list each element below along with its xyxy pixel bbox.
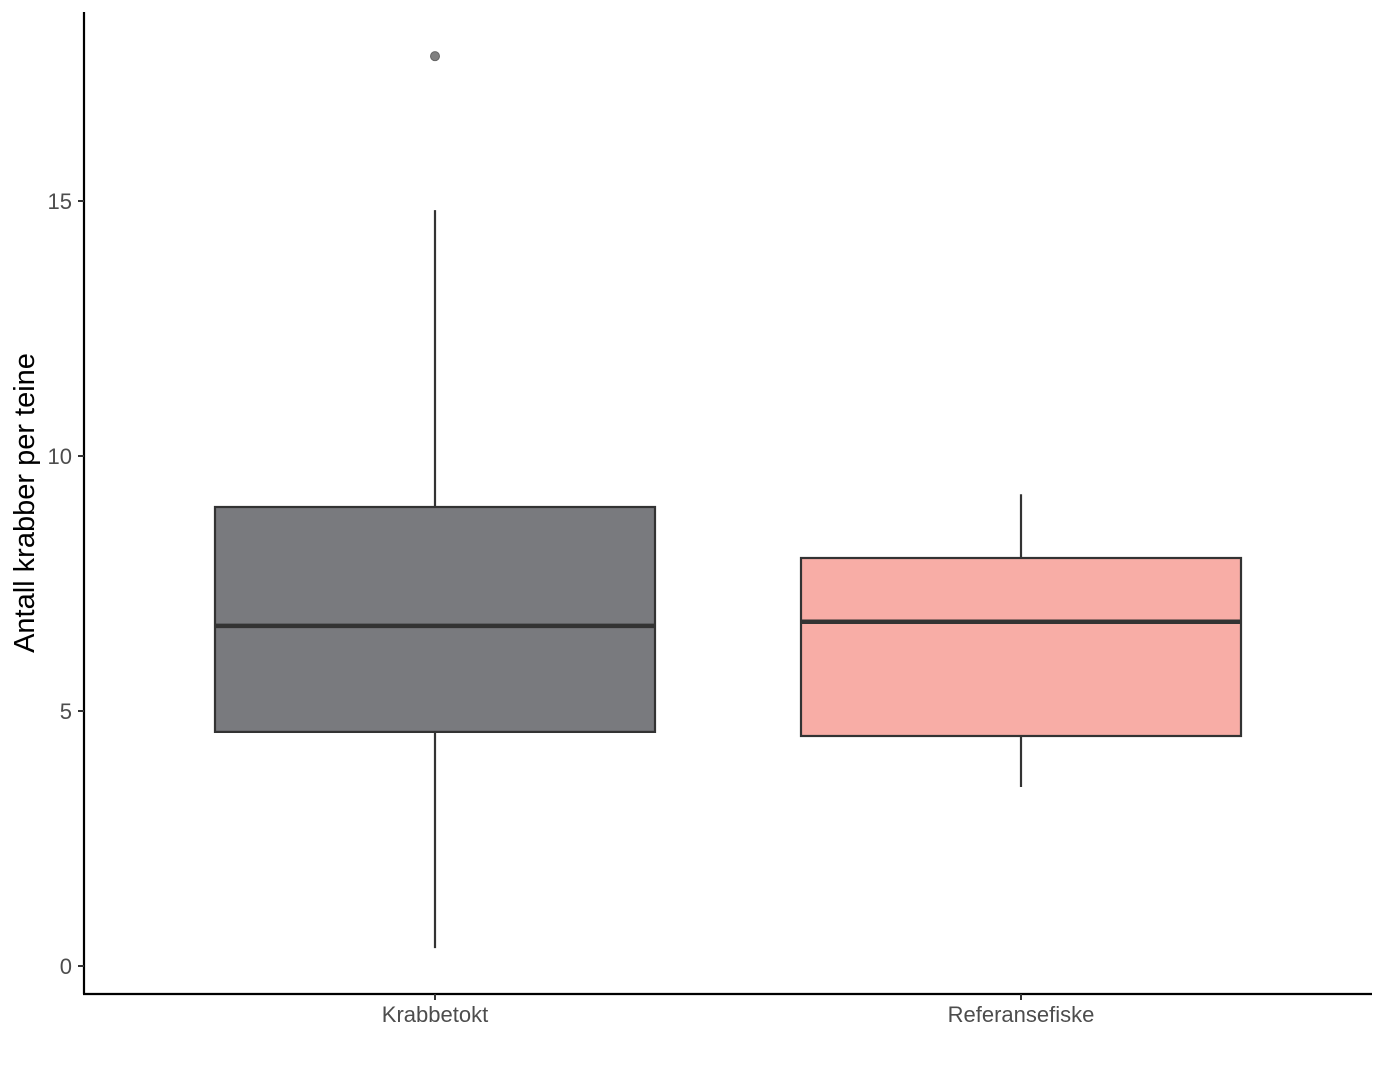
- y-tick-label: 0: [60, 954, 72, 979]
- y-axis-title: Antall krabber per teine: [9, 353, 41, 653]
- iqr-box: [213, 505, 657, 734]
- box-referansefiske: [799, 494, 1243, 787]
- y-axis: 0 5 10 15: [48, 12, 86, 994]
- y-tick-label: 15: [48, 189, 72, 214]
- x-tick-label: Referansefiske: [948, 1002, 1095, 1027]
- box-krabbetokt: [213, 51, 657, 949]
- outlier-point: [430, 51, 440, 62]
- plot-area: [213, 51, 1243, 949]
- x-axis: Krabbetokt Referansefiske: [83, 992, 1372, 1027]
- y-tick-label: 10: [48, 444, 72, 469]
- x-tick-label: Krabbetokt: [382, 1002, 488, 1027]
- iqr-box: [799, 556, 1243, 738]
- y-tick-label: 5: [60, 699, 72, 724]
